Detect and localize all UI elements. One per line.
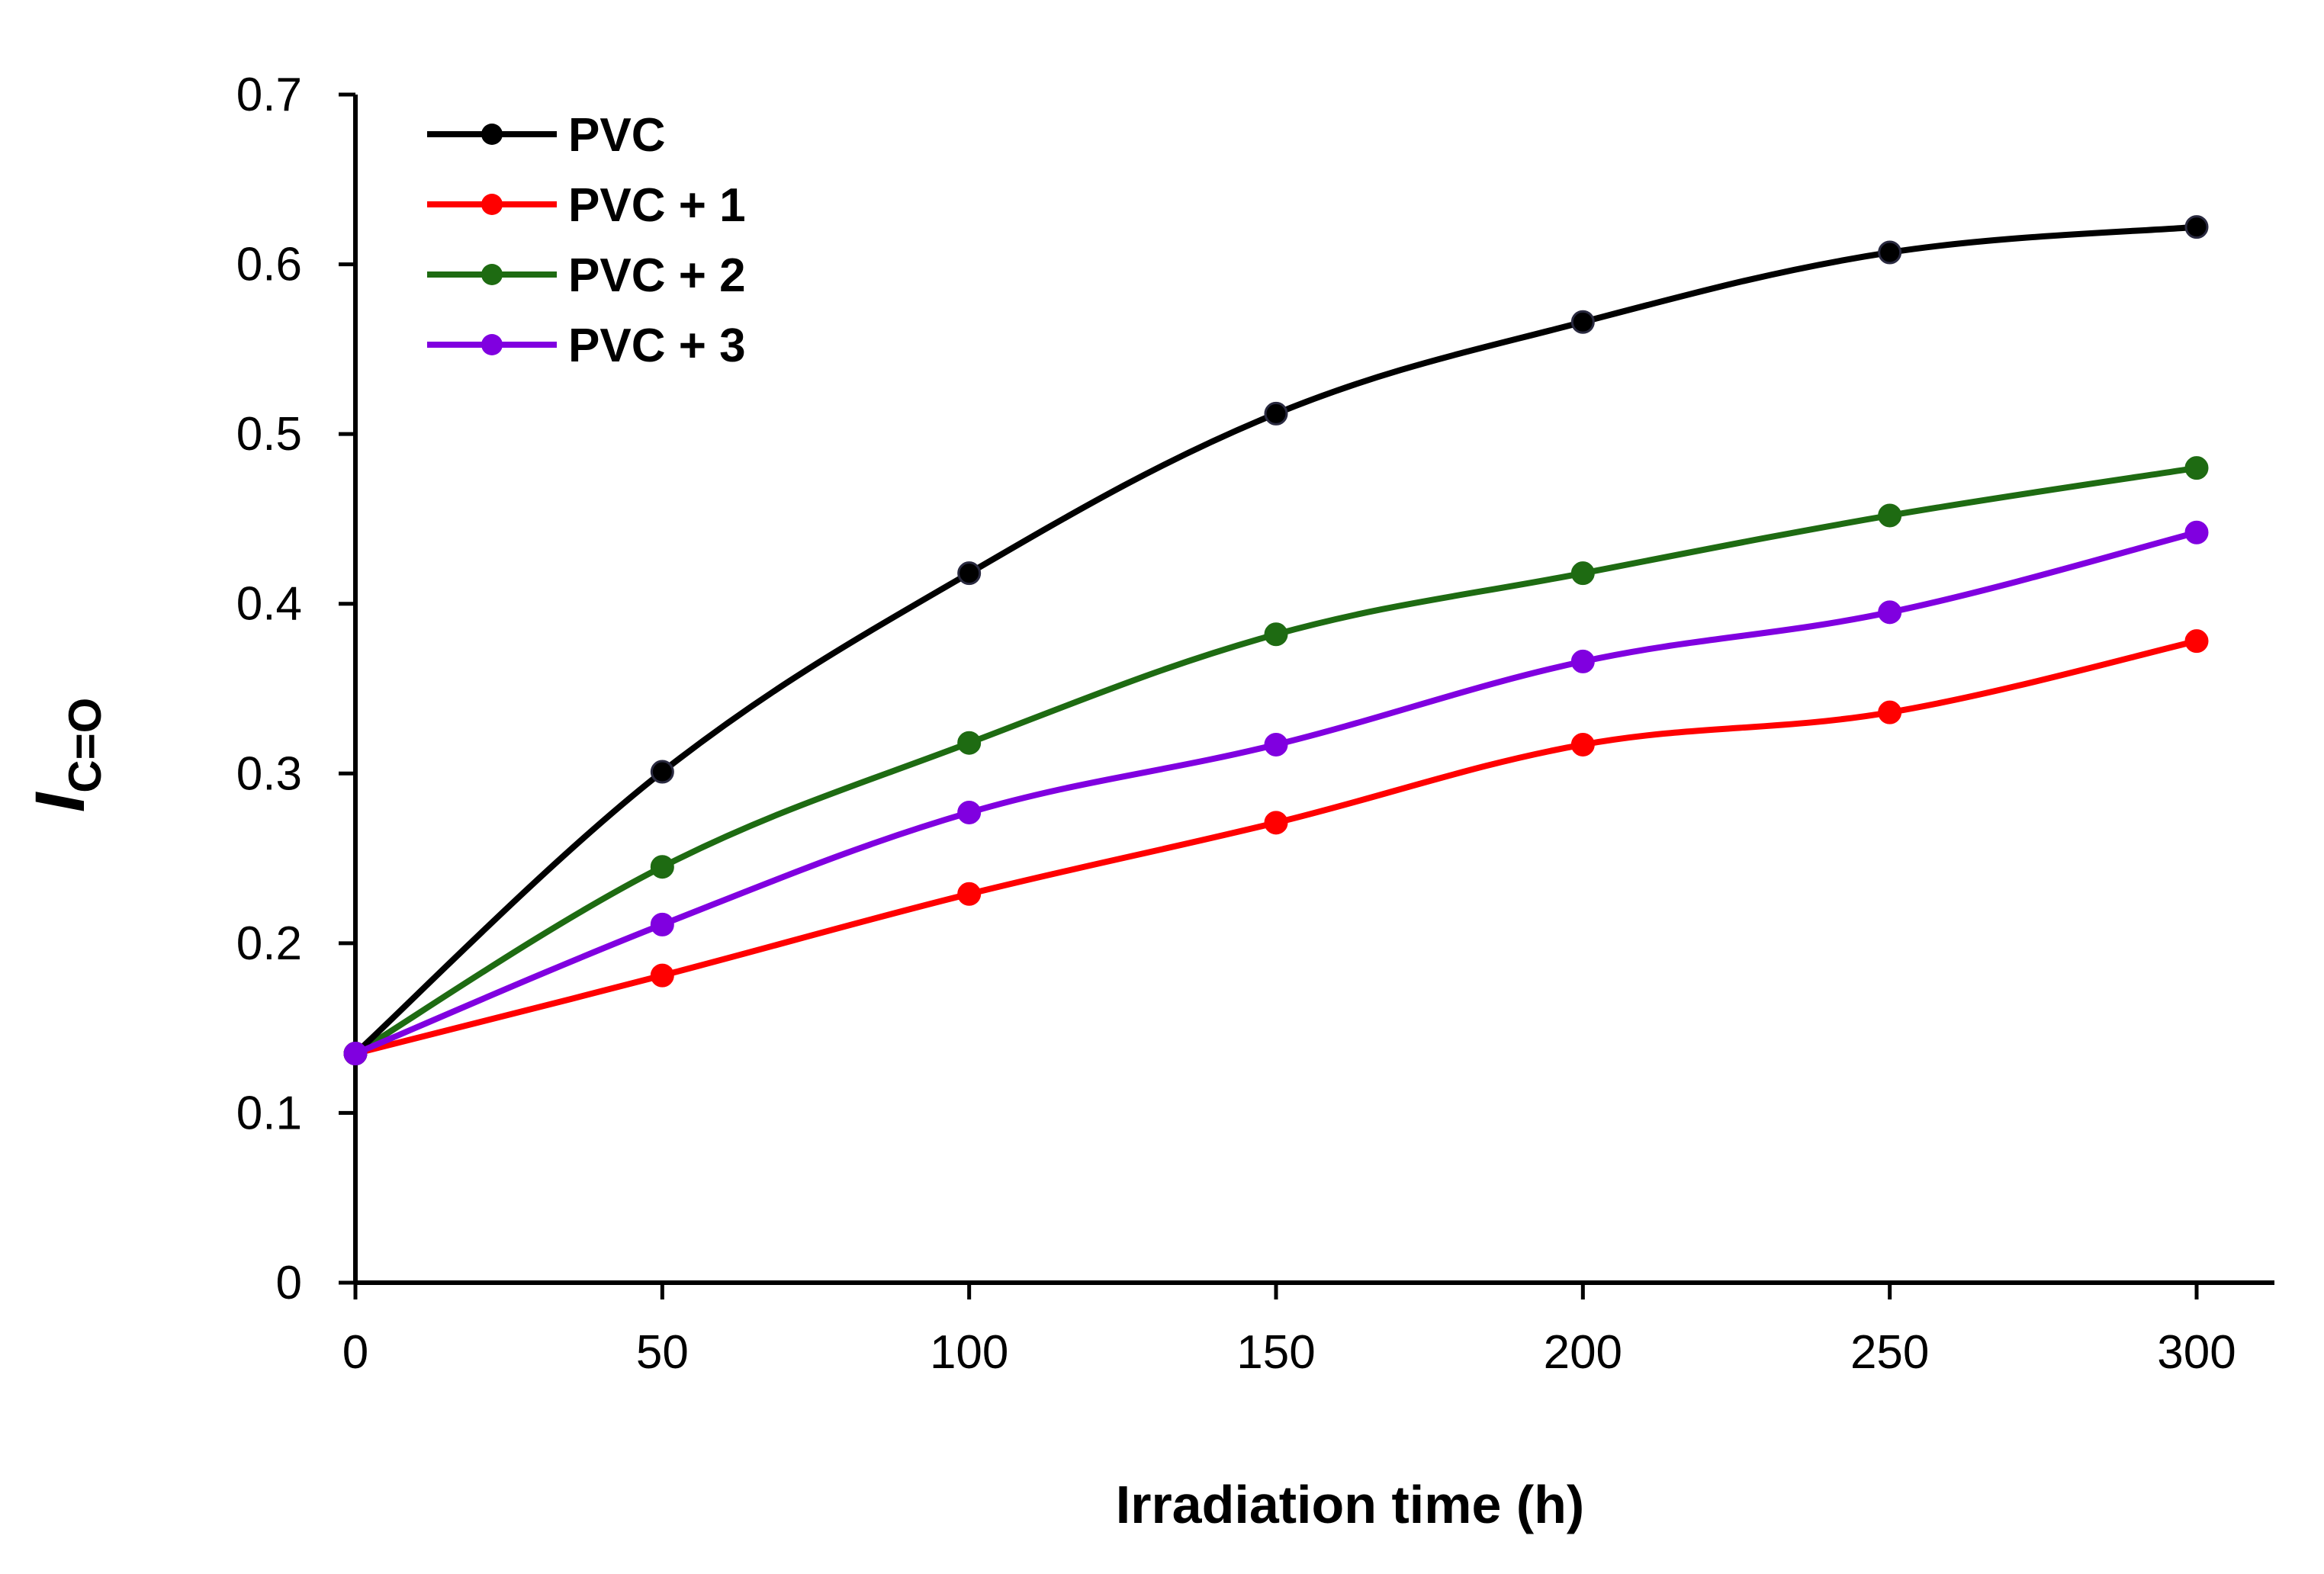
legend: PVC PVC + 1 PVC + 2 PVC + 3 bbox=[427, 109, 746, 372]
series-pvc-1 bbox=[343, 629, 2209, 1066]
legend-marker bbox=[481, 334, 503, 355]
x-tick-label: 150 bbox=[1236, 1326, 1315, 1379]
x-tick-label: 100 bbox=[930, 1326, 1008, 1379]
axes bbox=[353, 95, 2274, 1285]
legend-item: PVC + 3 bbox=[427, 320, 746, 372]
data-point-pvc-3 bbox=[650, 912, 674, 936]
x-axis-title: Irradiation time (h) bbox=[1116, 1475, 1584, 1534]
legend-label: PVC + 3 bbox=[568, 320, 746, 372]
data-point-pvc bbox=[650, 760, 674, 784]
data-point-pvc-2 bbox=[2184, 456, 2209, 480]
svg-text:IC=O: IC=O bbox=[21, 698, 111, 813]
legend-marker bbox=[481, 194, 503, 215]
legend-label: PVC + 1 bbox=[568, 179, 746, 232]
data-point-pvc-1 bbox=[650, 963, 674, 988]
y-axis-title: IC=O bbox=[21, 698, 111, 813]
data-point-pvc-2 bbox=[1878, 503, 1902, 528]
data-point-pvc-2 bbox=[957, 731, 982, 755]
x-tick-label: 250 bbox=[1850, 1326, 1929, 1379]
data-point-pvc bbox=[957, 561, 982, 586]
data-point-pvc-3 bbox=[957, 800, 982, 824]
y-axis-title-main: I bbox=[21, 791, 99, 812]
data-point-pvc bbox=[2184, 215, 2209, 239]
data-point-pvc bbox=[1264, 401, 1288, 426]
x-tick-label: 0 bbox=[342, 1326, 368, 1379]
series-pvc-2 bbox=[343, 456, 2209, 1066]
data-point-pvc-3 bbox=[1878, 600, 1902, 625]
legend-label: PVC bbox=[568, 109, 665, 162]
data-point-pvc-2 bbox=[1264, 622, 1288, 647]
y-tick-label: 0.7 bbox=[236, 69, 302, 121]
data-point-pvc-3 bbox=[1264, 732, 1288, 756]
y-ticks: 0 0.1 0.2 0.3 0.4 0.5 0.6 0.7 bbox=[236, 69, 355, 1309]
data-point-pvc-1 bbox=[1570, 732, 1595, 756]
data-point-pvc-2 bbox=[1570, 561, 1595, 586]
series-layer bbox=[343, 215, 2209, 1066]
series-pvc bbox=[343, 215, 2209, 1066]
y-tick-label: 0 bbox=[276, 1257, 302, 1309]
legend-item: PVC + 1 bbox=[427, 179, 746, 232]
data-point-pvc-2 bbox=[650, 855, 674, 879]
x-tick-label: 50 bbox=[636, 1326, 689, 1379]
data-point-pvc-1 bbox=[957, 882, 982, 906]
y-tick-label: 0.5 bbox=[236, 408, 302, 461]
data-point-pvc bbox=[1570, 310, 1595, 334]
y-axis-title-subscript: C=O bbox=[59, 698, 111, 793]
x-tick-label: 200 bbox=[1544, 1326, 1622, 1379]
y-tick-label: 0.2 bbox=[236, 917, 302, 970]
legend-item: PVC + 2 bbox=[427, 249, 746, 302]
legend-marker bbox=[481, 124, 503, 145]
data-point-pvc-1 bbox=[1264, 811, 1288, 835]
data-point-pvc-3 bbox=[1570, 649, 1595, 673]
series-line-pvc-1 bbox=[352, 638, 2200, 1057]
data-point-pvc bbox=[1878, 240, 1902, 265]
legend-item: PVC bbox=[427, 109, 665, 162]
data-point-pvc-1 bbox=[1878, 700, 1902, 724]
legend-marker bbox=[481, 264, 503, 285]
legend-label: PVC + 2 bbox=[568, 249, 746, 302]
data-point-pvc-3 bbox=[343, 1042, 368, 1066]
series-line-pvc-2 bbox=[352, 464, 2200, 1057]
series-pvc-3 bbox=[343, 520, 2209, 1066]
y-tick-label: 0.3 bbox=[236, 747, 302, 800]
data-point-pvc-1 bbox=[2184, 629, 2209, 654]
x-ticks: 0 50 100 150 200 250 300 bbox=[342, 1283, 2236, 1379]
x-tick-label: 300 bbox=[2157, 1326, 2236, 1379]
data-point-pvc-3 bbox=[2184, 520, 2209, 544]
y-tick-label: 0.1 bbox=[236, 1087, 302, 1139]
y-tick-label: 0.4 bbox=[236, 578, 302, 631]
y-tick-label: 0.6 bbox=[236, 239, 302, 291]
